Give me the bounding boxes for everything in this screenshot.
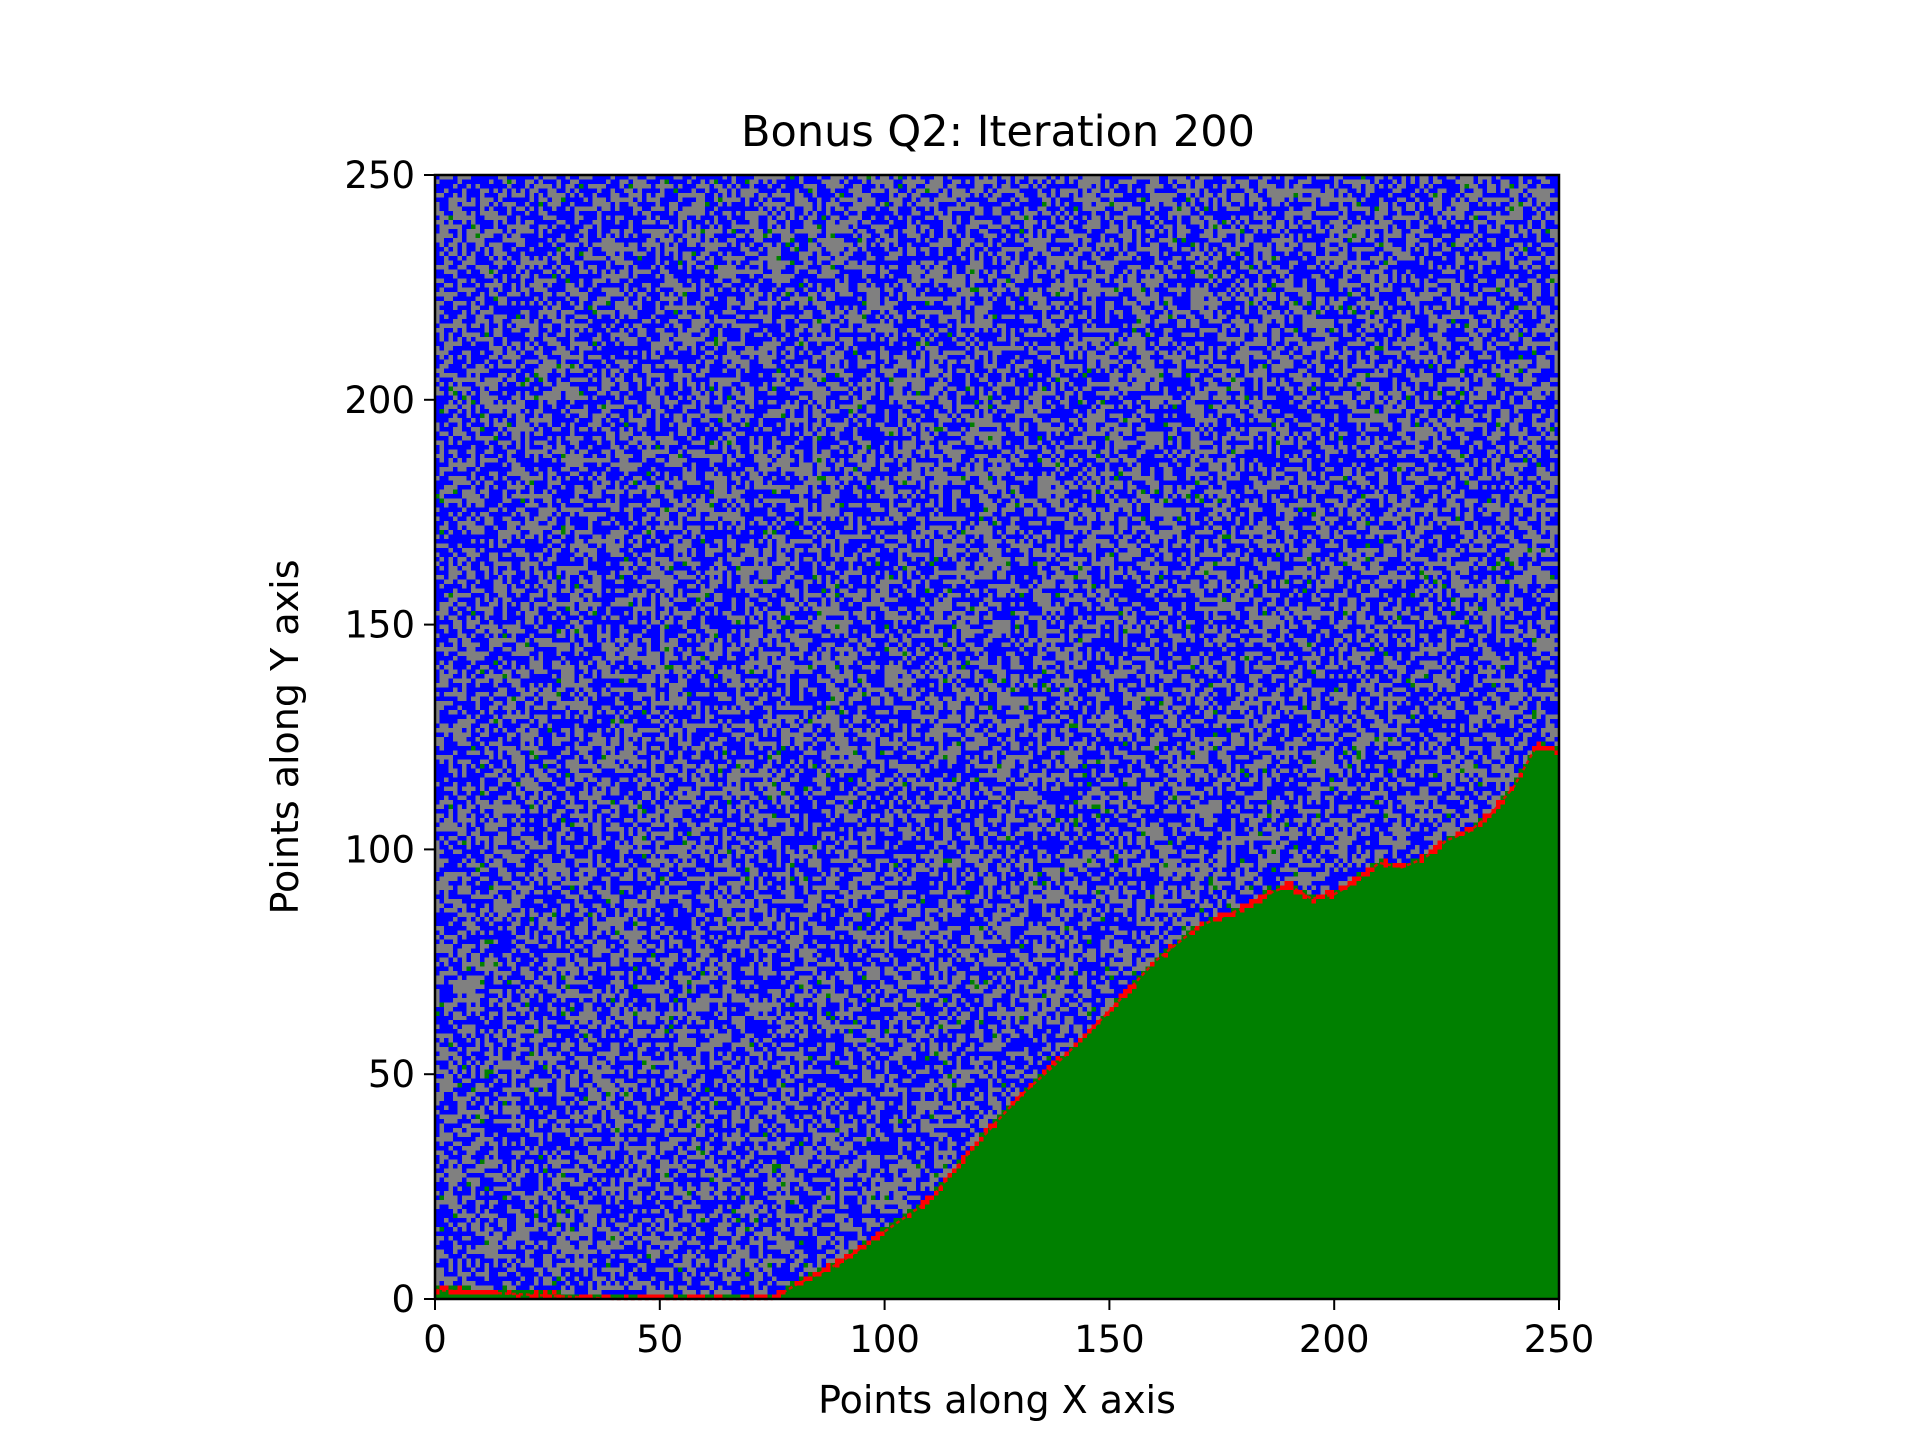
x-axis-label: Points along X axis	[818, 1378, 1176, 1422]
grid-cells	[435, 175, 1559, 1299]
y-tick-label: 50	[368, 1053, 415, 1096]
y-tick-label: 100	[344, 828, 415, 871]
y-tick-label: 200	[344, 379, 415, 422]
x-tick-label: 50	[636, 1318, 683, 1361]
fire-front-line	[434, 744, 1560, 1301]
y-axis-label: Points along Y axis	[263, 559, 307, 914]
fire-front-layer	[434, 744, 1560, 1301]
x-tick-label: 100	[849, 1318, 920, 1361]
y-axis: 0 50 100 150 200 250	[344, 154, 435, 1321]
x-tick-label: 150	[1074, 1318, 1145, 1361]
y-tick-label: 0	[391, 1278, 415, 1321]
x-axis: 0 50 100 150 200 250	[423, 1299, 1594, 1361]
axes-frame	[433, 173, 1561, 1301]
y-tick-label: 150	[344, 604, 415, 647]
x-tick-label: 0	[423, 1318, 447, 1361]
x-tick-label: 200	[1299, 1318, 1370, 1361]
plot-area	[433, 173, 1561, 1301]
y-tick-label: 250	[344, 154, 415, 197]
x-tick-label: 250	[1524, 1318, 1595, 1361]
chart-title: Bonus Q2: Iteration 200	[741, 107, 1255, 157]
